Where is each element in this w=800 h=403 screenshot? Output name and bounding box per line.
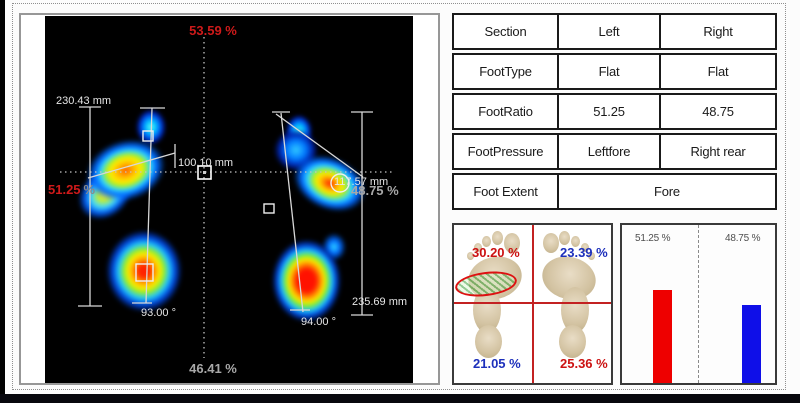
left-value: Left bbox=[557, 15, 659, 48]
balance-bar-chart: 51.25 % 48.75 % bbox=[620, 223, 777, 385]
right-foot-toe bbox=[588, 252, 595, 260]
right-foot-toe bbox=[571, 236, 580, 247]
right-heel-pressure-blob bbox=[272, 236, 344, 322]
right-value: Flat bbox=[659, 55, 775, 88]
fore-percent-label: 53.59 % bbox=[189, 23, 237, 38]
rear-left-percent: 21.05 % bbox=[473, 356, 521, 371]
left-ratio-label: 51.25% bbox=[48, 182, 95, 197]
left-foot-toe bbox=[474, 243, 482, 252]
merged-value: Fore bbox=[557, 175, 775, 208]
right-ratio-label: 48.75 % bbox=[351, 183, 399, 198]
left-foot-heel bbox=[475, 325, 502, 358]
right-value: Right rear bbox=[659, 135, 775, 168]
fore-right-percent: 23.39 % bbox=[560, 245, 608, 260]
left-foot-length-label: 230.43 mm bbox=[56, 95, 112, 107]
left-value: Flat bbox=[557, 55, 659, 88]
row-header: FootType bbox=[479, 64, 532, 79]
table-row: Section Left Right bbox=[452, 13, 777, 50]
fore-left-percent: 30.20 % bbox=[472, 245, 520, 260]
left-foot-bar bbox=[653, 290, 672, 383]
rear-percent-label: 46.41 % bbox=[189, 361, 237, 376]
taskbar-strip bbox=[0, 394, 800, 403]
selection-marquee[interactable] bbox=[12, 3, 786, 390]
row-header: Section bbox=[484, 24, 527, 39]
center-of-pressure-marker bbox=[197, 165, 212, 180]
quadrant-horizontal-divider bbox=[454, 302, 611, 304]
rear-right-percent: 25.36 % bbox=[560, 356, 608, 371]
right-foot-angle-label: 94.00 ° bbox=[301, 316, 336, 328]
right-foot-width-label: 117.57 mm bbox=[334, 176, 389, 188]
left-foot-toe bbox=[492, 231, 503, 245]
table-row: Foot Extent Fore bbox=[452, 173, 777, 210]
left-ratio-value: 51.25 bbox=[48, 182, 81, 197]
quadrant-vertical-divider bbox=[532, 225, 534, 383]
right-foot-toe bbox=[559, 231, 570, 245]
window-edge-strip bbox=[0, 0, 5, 403]
right-foot-big-toe bbox=[543, 233, 559, 253]
measurement-overlay bbox=[60, 37, 392, 358]
left-foot-toe bbox=[482, 236, 491, 247]
chart-center-divider bbox=[698, 225, 699, 383]
left-foot-toe bbox=[467, 252, 474, 260]
quadrant-footprint-panel: 30.20 % 23.39 % 21.05 % 25.36 % bbox=[452, 223, 613, 385]
table-row: FootPressure Leftfore Right rear bbox=[452, 133, 777, 170]
right-foot-bar bbox=[742, 305, 761, 383]
right-foot-length-label: 235.69 mm bbox=[352, 296, 408, 308]
feet-distance-label: 100.10 mm bbox=[178, 157, 234, 169]
right-value: Right bbox=[659, 15, 775, 48]
left-value: Leftfore bbox=[557, 135, 659, 168]
right-bar-value-label: 48.75 % bbox=[725, 233, 761, 244]
left-value: 51.25 bbox=[557, 95, 659, 128]
results-table: Section Left Right FootType Flat Flat Fo… bbox=[452, 13, 777, 213]
left-heel-pressure-blob bbox=[106, 230, 182, 312]
right-foot-toe bbox=[581, 243, 589, 252]
left-foot-angle-label: 93.00 ° bbox=[141, 307, 176, 319]
left-ratio-unit: % bbox=[83, 182, 96, 197]
row-header: FootPressure bbox=[467, 144, 544, 159]
left-bar-value-label: 51.25 % bbox=[635, 233, 671, 244]
right-value: 48.75 bbox=[659, 95, 775, 128]
table-row: FootRatio 51.25 48.75 bbox=[452, 93, 777, 130]
table-row: FootType Flat Flat bbox=[452, 53, 777, 90]
right-foot-heel bbox=[559, 325, 586, 358]
row-header: FootRatio bbox=[478, 104, 533, 119]
pressure-heatmap-canvas[interactable]: 53.59 % 230.43 mm 100.10 mm 51.25% 48.75… bbox=[45, 16, 413, 383]
left-foot-big-toe bbox=[504, 233, 520, 253]
row-header: Foot Extent bbox=[473, 184, 538, 199]
